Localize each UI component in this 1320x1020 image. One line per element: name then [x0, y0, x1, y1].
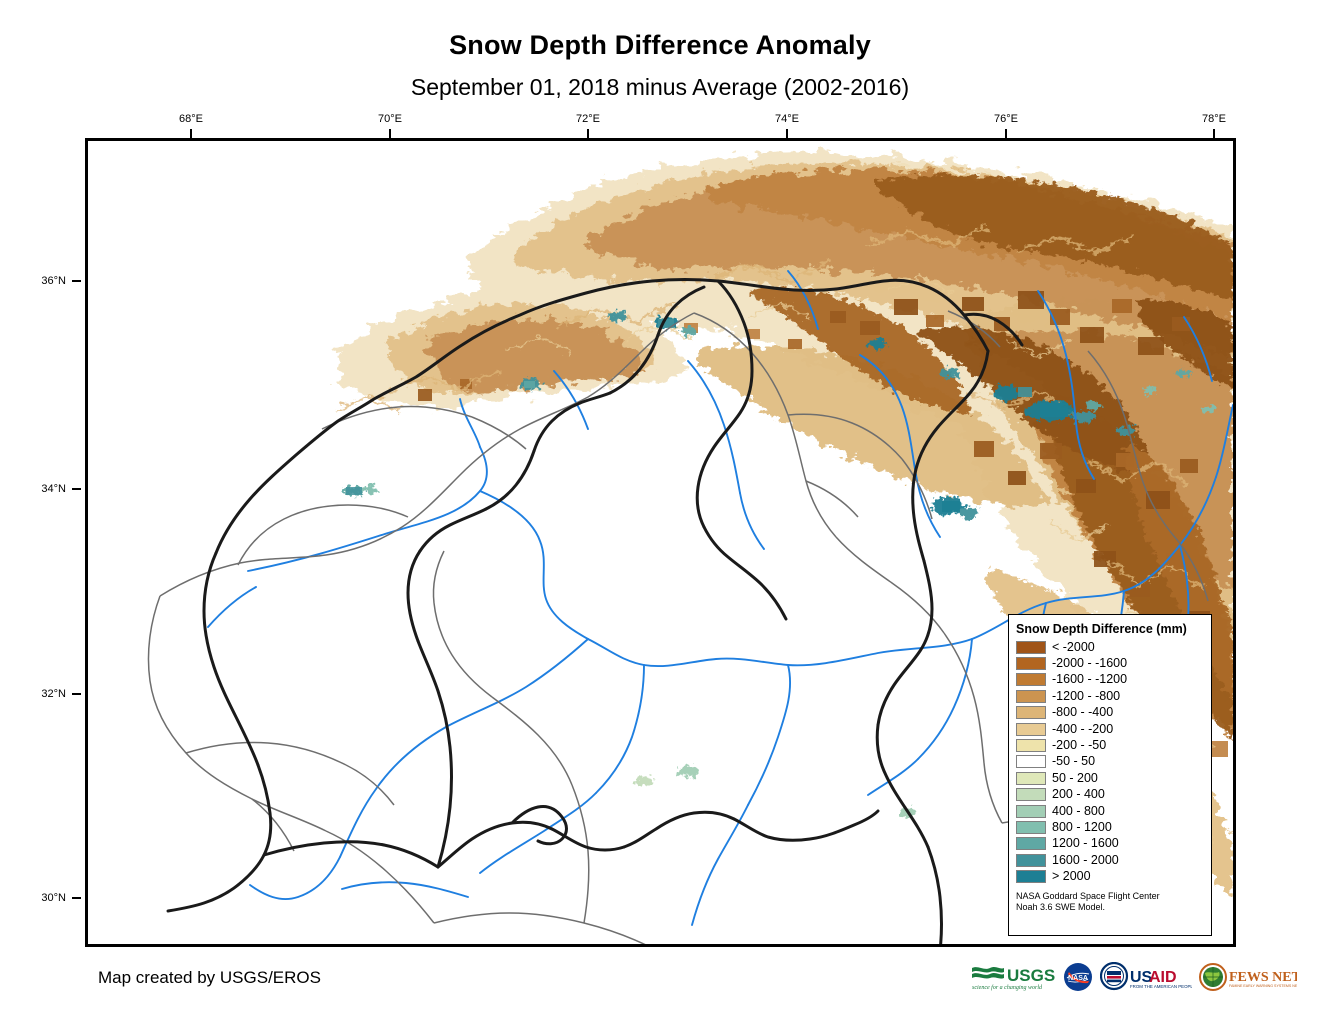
svg-text:science for a changing world: science for a changing world [972, 984, 1043, 991]
lat-label-32n: 32°N [41, 688, 66, 700]
usaid-logo[interactable]: US AID FROM THE AMERICAN PEOPLE [1100, 962, 1192, 992]
legend-swatch [1016, 837, 1046, 851]
legend-row: -200 - -50 [1016, 737, 1204, 753]
page-title: Snow Depth Difference Anomaly [449, 30, 871, 60]
legend-swatch [1016, 657, 1046, 671]
legend-row: -400 - -200 [1016, 721, 1204, 737]
legend-row: < -2000 [1016, 639, 1204, 655]
legend-swatch [1016, 870, 1046, 884]
legend-row: 1200 - 1600 [1016, 836, 1204, 852]
legend-label: -1600 - -1200 [1052, 672, 1128, 687]
legend-label: 50 - 200 [1052, 770, 1098, 785]
map-canvas[interactable] [85, 138, 1236, 947]
lon-tick-68e [190, 129, 192, 138]
usgs-logo[interactable]: USGS science for a changing world [970, 962, 1056, 992]
lon-label-76e: 76°E [994, 113, 1018, 125]
lat-tick-34n [72, 488, 81, 490]
legend-row: 400 - 800 [1016, 803, 1204, 819]
lon-label-74e: 74°E [775, 113, 799, 125]
legend-title: Snow Depth Difference (mm) [1016, 622, 1187, 636]
legend-swatch [1016, 820, 1046, 834]
svg-text:AID: AID [1149, 969, 1177, 986]
legend-label: -2000 - -1600 [1052, 656, 1128, 671]
legend-row: -800 - -400 [1016, 705, 1204, 721]
legend-swatch [1016, 771, 1046, 785]
legend-label: -400 - -200 [1052, 721, 1114, 736]
lat-label-34n: 34°N [41, 483, 66, 495]
legend-label: -50 - 50 [1052, 754, 1096, 769]
lon-tick-78e [1213, 129, 1215, 138]
fewsnet-logo[interactable]: FEWS NET FAMINE EARLY WARNING SYSTEMS NE… [1199, 962, 1297, 992]
map-legend: Snow Depth Difference (mm) < -2000 -2000… [1008, 614, 1212, 936]
lat-tick-36n [72, 280, 81, 282]
legend-swatch [1016, 853, 1046, 867]
legend-swatch [1016, 640, 1046, 654]
legend-row: 50 - 200 [1016, 770, 1204, 786]
lon-label-68e: 68°E [179, 113, 203, 125]
legend-row: -2000 - -1600 [1016, 655, 1204, 671]
lon-label-72e: 72°E [576, 113, 600, 125]
map-raster [88, 141, 1233, 944]
lon-tick-70e [389, 129, 391, 138]
legend-label: 1200 - 1600 [1052, 836, 1119, 851]
legend-swatch [1016, 804, 1046, 818]
svg-text:FROM THE AMERICAN PEOPLE: FROM THE AMERICAN PEOPLE [1130, 984, 1192, 989]
lat-label-36n: 36°N [41, 275, 66, 287]
legend-row: > 2000 [1016, 868, 1204, 884]
lat-tick-30n [72, 897, 81, 899]
svg-text:US: US [1130, 969, 1153, 986]
lat-tick-32n [72, 693, 81, 695]
legend-swatch [1016, 689, 1046, 703]
legend-label: < -2000 [1052, 639, 1095, 654]
lon-tick-76e [1005, 129, 1007, 138]
lon-label-70e: 70°E [378, 113, 402, 125]
lon-tick-72e [587, 129, 589, 138]
lon-tick-74e [786, 129, 788, 138]
logo-bar: USGS science for a changing world NASA U… [970, 960, 1297, 994]
legend-source-line2: Noah 3.6 SWE Model. [1016, 901, 1106, 912]
legend-swatch [1016, 739, 1046, 753]
legend-swatch [1016, 755, 1046, 769]
legend-source-line1: NASA Goddard Space Flight Center [1016, 890, 1160, 901]
page-subtitle: September 01, 2018 minus Average (2002-2… [410, 74, 910, 100]
legend-label: -800 - -400 [1052, 705, 1114, 720]
svg-text:FAMINE EARLY WARNING SYSTEMS N: FAMINE EARLY WARNING SYSTEMS NETWORK [1229, 984, 1297, 988]
svg-text:NASA: NASA [1068, 975, 1088, 982]
svg-text:USGS: USGS [1007, 966, 1055, 985]
legend-label: -1200 - -800 [1052, 688, 1121, 703]
lat-label-30n: 30°N [41, 892, 66, 904]
legend-label: 200 - 400 [1052, 787, 1105, 802]
legend-swatch [1016, 673, 1046, 687]
legend-row: 800 - 1200 [1016, 819, 1204, 835]
legend-source: NASA Goddard Space Flight Center Noah 3.… [1016, 891, 1204, 913]
legend-swatch [1016, 788, 1046, 802]
legend-label: > 2000 [1052, 869, 1091, 884]
international-boundaries [166, 278, 1024, 944]
admin-boundaries [147, 310, 1209, 944]
legend-row: 1600 - 2000 [1016, 852, 1204, 868]
legend-row: -1200 - -800 [1016, 688, 1204, 704]
nasa-logo[interactable]: NASA [1063, 962, 1093, 992]
legend-label: 800 - 1200 [1052, 819, 1112, 834]
map-credit: Map created by USGS/EROS [98, 968, 321, 987]
svg-text:FEWS NET: FEWS NET [1229, 970, 1297, 985]
legend-row: -1600 - -1200 [1016, 672, 1204, 688]
legend-swatch [1016, 722, 1046, 736]
legend-row: 200 - 400 [1016, 787, 1204, 803]
legend-row: -50 - 50 [1016, 754, 1204, 770]
lon-label-78e: 78°E [1202, 113, 1226, 125]
legend-label: 1600 - 2000 [1052, 852, 1119, 867]
legend-label: -200 - -50 [1052, 738, 1107, 753]
river-network [207, 270, 1233, 926]
legend-label: 400 - 800 [1052, 803, 1105, 818]
legend-swatch [1016, 706, 1046, 720]
